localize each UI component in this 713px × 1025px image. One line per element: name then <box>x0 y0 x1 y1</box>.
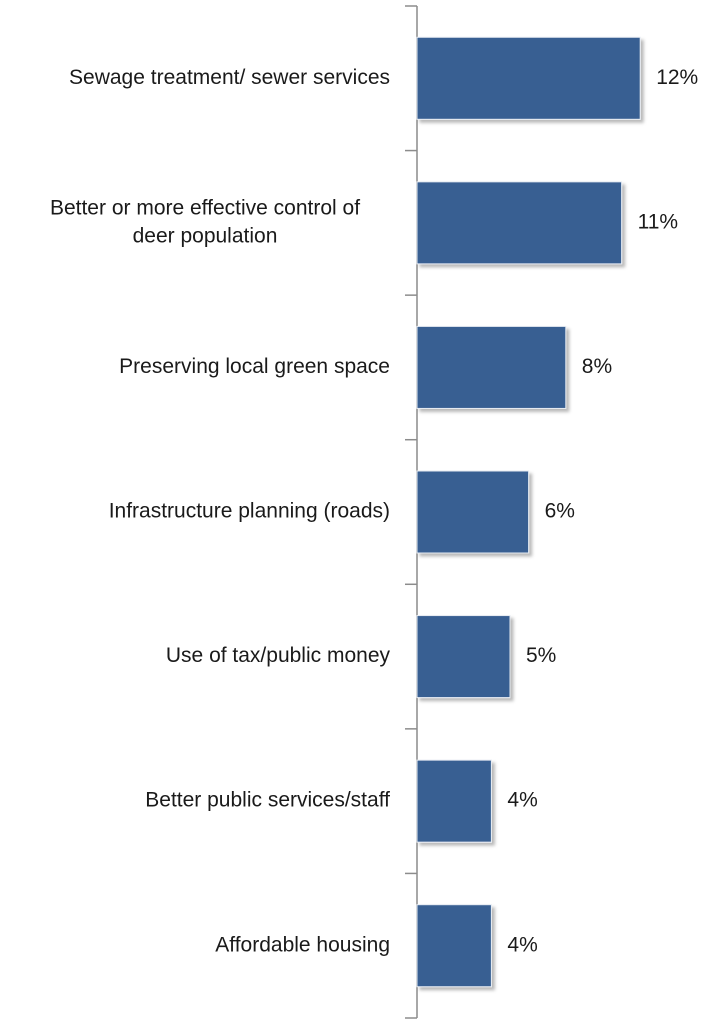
category-label: Infrastructure planning (roads) <box>109 500 390 523</box>
value-label: 4% <box>507 789 537 812</box>
category-labels: Sewage treatment/ sewer services Better o… <box>50 66 391 956</box>
category-label: Preserving local green space <box>119 355 390 378</box>
value-labels: 12% 11% 8% 6% 5% 4% 4% <box>507 66 698 956</box>
bar <box>416 615 511 699</box>
bar <box>416 470 530 554</box>
category-label: Use of tax/public money <box>166 644 391 667</box>
category-label: Sewage treatment/ sewer services <box>69 66 390 89</box>
category-label: Affordable housing <box>215 933 390 956</box>
value-label: 12% <box>656 66 698 89</box>
bar <box>416 181 623 265</box>
value-label: 4% <box>507 933 537 956</box>
value-label: 5% <box>526 644 556 667</box>
axis-ticks <box>405 5 417 1019</box>
value-label: 11% <box>638 210 678 233</box>
bar <box>416 325 567 409</box>
value-label: 6% <box>545 500 575 523</box>
bar <box>416 36 641 120</box>
category-label: Better public services/staff <box>145 789 390 812</box>
value-label: 8% <box>582 355 612 378</box>
bar <box>416 759 492 843</box>
bar <box>416 904 492 988</box>
bars <box>416 36 641 988</box>
category-label: Better or more effective control of deer … <box>50 196 360 247</box>
